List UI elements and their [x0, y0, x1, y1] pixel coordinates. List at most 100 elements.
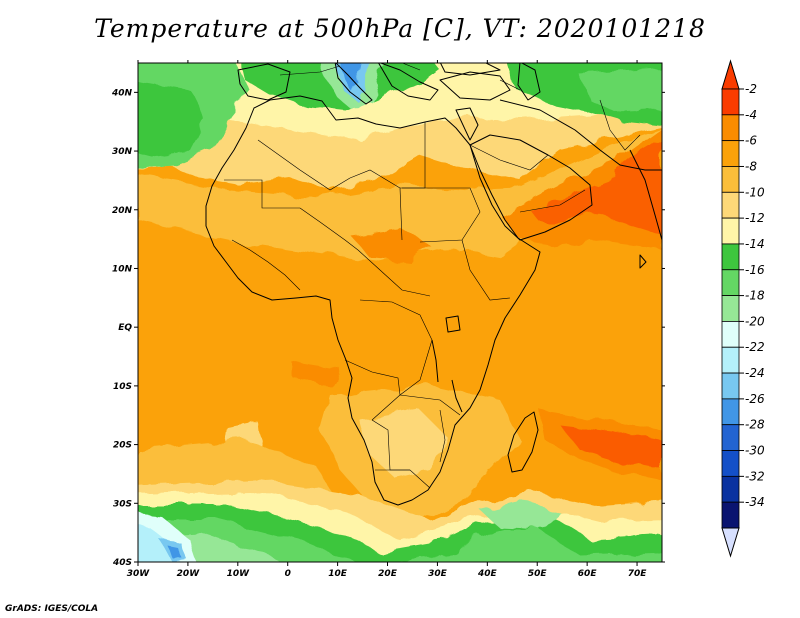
colorbar-label: -28 — [745, 418, 765, 432]
lat-tick-label: 10N — [112, 264, 133, 274]
lon-tick-label: 20E — [378, 569, 398, 579]
lat-tick-label: 30N — [112, 147, 133, 157]
field-atlantic-green-core — [138, 81, 205, 155]
colorbar-label: -22 — [745, 340, 765, 354]
lon-tick-label: 50E — [528, 569, 548, 579]
colorbar-cell — [721, 372, 740, 400]
colorbar-cell — [721, 191, 740, 219]
field-med-trough-inner — [342, 63, 365, 92]
lon-tick-label: 10W — [227, 569, 251, 579]
lake-tanganyika — [431, 339, 439, 383]
colorbar-labels: -2 -4 -6 -8 -10 -12 -14 -16 -18 -20 -22 -24 -26 -28 -3… — [745, 82, 765, 509]
lat-tick-label: EQ — [118, 323, 132, 333]
colorbar-cell — [721, 321, 740, 348]
colorbar-label: -10 — [745, 185, 765, 199]
colorbar-label: -18 — [745, 289, 765, 303]
colorbar-label: -14 — [745, 237, 765, 251]
lon-tick-label: 30E — [428, 569, 448, 579]
colorbar-cell — [721, 166, 740, 193]
colorbar-label: -16 — [745, 263, 765, 277]
lon-tick-label: 40E — [477, 569, 498, 579]
border-sudan — [402, 187, 481, 243]
colorbar-label: -8 — [745, 159, 757, 173]
lake-malawi — [451, 379, 463, 413]
lat-tick-label: 40S — [112, 558, 132, 568]
field-gulf-warm — [290, 360, 340, 385]
colorbar-label: -6 — [745, 134, 757, 148]
africa-coastline — [205, 95, 541, 506]
border-yemen-oman — [519, 189, 586, 213]
lon-tick-label: 10E — [328, 569, 348, 579]
field-sw-cold4 — [168, 546, 182, 558]
lat-tick-label: 10S — [113, 382, 132, 392]
axis-ticks — [134, 60, 665, 566]
border-mozambique — [439, 409, 446, 463]
lon-tick-label: 70E — [628, 569, 648, 579]
colorbar-over-triangle — [721, 59, 740, 90]
levant-coastline — [455, 107, 479, 141]
border-west-africa — [231, 239, 301, 291]
colorbar-cell — [721, 450, 740, 477]
madagascar-coastline — [507, 411, 539, 473]
field-southern-green2 — [138, 520, 662, 562]
lake-victoria — [445, 315, 461, 333]
lat-tick-label: 30S — [113, 499, 132, 509]
axis-labels: 30W 20W 10W 0 10E 20E 30E 40E 50E 60E 70E 40N 30N 20N… — [111, 88, 647, 579]
credit-footer: GrADS: IGES/COLA — [5, 604, 99, 614]
field-se-green — [480, 500, 560, 530]
colorbar-label: -32 — [745, 469, 765, 483]
colorbar-cell — [721, 424, 740, 451]
italy-coastline — [334, 63, 373, 105]
colorbar-cell — [721, 88, 740, 116]
lat-tick-label: 20N — [112, 206, 133, 216]
iberia-coastline — [237, 63, 291, 101]
colorbar-label: -24 — [745, 366, 765, 380]
colorbar-cell — [721, 398, 740, 426]
turkey-coastline — [439, 71, 511, 101]
coastlines — [205, 63, 662, 506]
lat-tick-label: 20S — [113, 441, 132, 451]
lon-tick-label: 0 — [285, 569, 291, 579]
lon-tick-label: 60E — [578, 569, 598, 579]
border-zambia — [399, 394, 461, 416]
field-arabia-hot — [530, 140, 662, 235]
lon-tick-label: 30W — [127, 569, 151, 579]
colorbar-label: -26 — [745, 392, 765, 406]
field-congo-warm — [350, 228, 430, 262]
border-libya-chad — [349, 169, 403, 241]
colorbar-cell — [721, 269, 740, 296]
border-algeria-mali — [257, 139, 351, 191]
colorbar-under-triangle — [721, 527, 740, 558]
colorbar — [721, 59, 744, 558]
colorbar-label: -20 — [745, 314, 765, 328]
map-title: Temperature at 500hPa [C], VT: 202010121… — [94, 14, 706, 43]
colorbar-cell — [721, 475, 740, 503]
border-drc — [359, 299, 433, 396]
country-borders — [224, 63, 641, 489]
field-south-africa-core — [360, 410, 450, 478]
colorbar-cell — [721, 501, 740, 529]
colorbar-label: -34 — [745, 495, 765, 509]
colorbar-cell — [721, 217, 740, 245]
colorbar-cell — [721, 295, 740, 322]
lat-tick-label: 40N — [111, 88, 133, 98]
balkans-coastline — [378, 63, 439, 101]
border-angola — [344, 359, 401, 421]
iran-coastline — [499, 99, 662, 171]
colorbar-cell — [721, 114, 740, 142]
border-central-africa — [357, 249, 431, 297]
border-sahara — [224, 179, 300, 209]
black-sea-coastline — [439, 63, 501, 76]
arabia-coastline — [469, 134, 593, 241]
colorbar-label: -30 — [745, 444, 765, 458]
sri-lanka — [639, 254, 647, 269]
border-south-africa — [375, 469, 431, 489]
colorbar-label: -4 — [745, 108, 757, 122]
temperature-field — [138, 63, 662, 562]
colorbar-label: -2 — [745, 82, 757, 96]
border-pakistan-india — [599, 99, 641, 151]
border-iraq-saudi — [469, 144, 549, 171]
border-niger-nigeria — [299, 207, 359, 251]
border-east-africa — [461, 239, 511, 301]
